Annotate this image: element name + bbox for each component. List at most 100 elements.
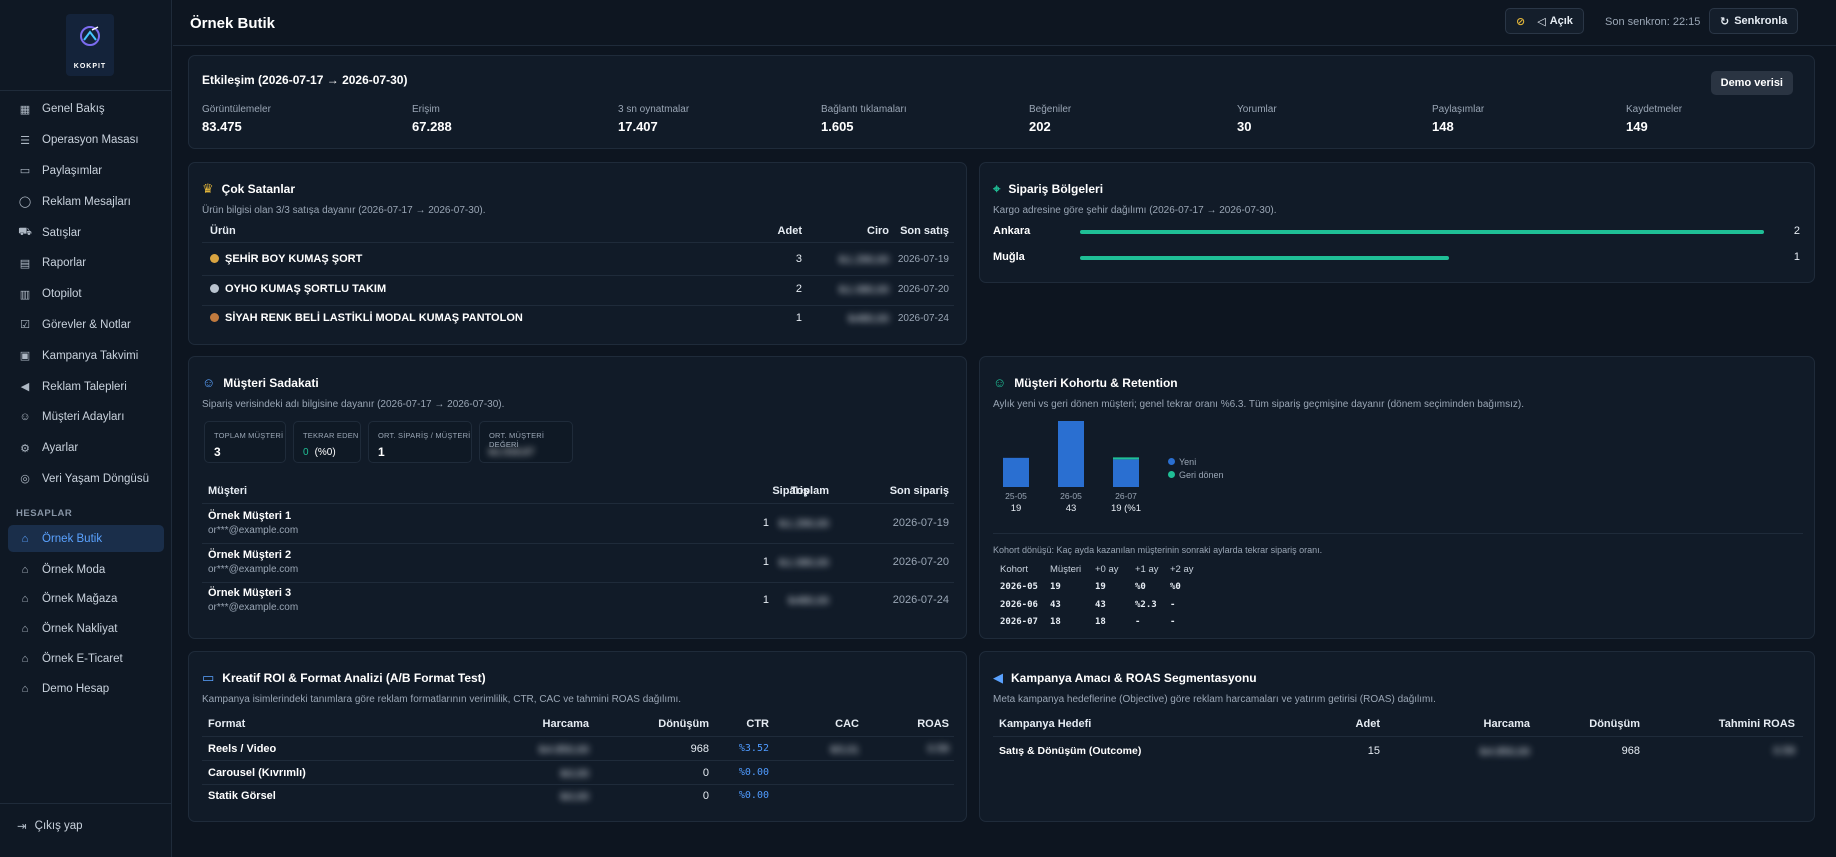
users-icon: ☺ <box>202 375 216 390</box>
cohort-cell: 2026-07 <box>1000 617 1038 627</box>
regions-card: ⌖ Sipariş Bölgeleri Kargo adresine göre … <box>979 162 1815 283</box>
creative-roi-card: ▭ Kreatif ROI & Format Analizi (A/B Form… <box>188 651 967 822</box>
cohort-cell: 19 <box>1050 582 1061 592</box>
product-name[interactable]: OYHO KUMAŞ ŞORTLU TAKIM <box>210 283 386 295</box>
creative-col-header: Dönüşüm <box>658 718 709 730</box>
account-item-ornek-magaza[interactable]: ⌂ Örnek Mağaza <box>8 585 164 615</box>
col-header-customer: Müşteri <box>208 485 248 497</box>
bar-total-label: 43 <box>1066 503 1077 514</box>
bar-total-label: 19 (%1 <box>1111 503 1141 514</box>
regions-title: ⌖ Sipariş Bölgeleri <box>993 181 1103 197</box>
cohort-title-text: Müşteri Kohortu & Retention <box>1014 375 1178 390</box>
bestsellers-title: ♛ Çok Satanlar <box>202 181 295 197</box>
creative-conv: 0 <box>702 766 709 779</box>
cohort-cell: 19 <box>1095 582 1106 592</box>
logo-mark-icon <box>80 26 100 46</box>
nav-label: Operasyon Masası <box>42 134 139 147</box>
cart-icon: ⛟ <box>18 225 32 238</box>
customer-name[interactable]: Örnek Müşteri 2 <box>208 548 292 561</box>
nav-item-gorevler[interactable]: ☑ Görevler & Notlar <box>8 310 164 341</box>
creative-spend: ₺0,00 <box>560 791 589 803</box>
nav-item-otopilot[interactable]: ▥ Otopilot <box>8 279 164 310</box>
bestsellers-subtitle: Ürün bilgisi olan 3/3 satışa dayanır (20… <box>202 205 486 216</box>
account-item-ornek-butik[interactable]: ⌂ Örnek Butik <box>8 525 164 552</box>
customer-name[interactable]: Örnek Müşteri 3 <box>208 587 292 599</box>
speaker-icon: ◁ <box>1537 15 1546 28</box>
stat-label: 3 sn oynatmalar <box>618 104 690 115</box>
kpi-value: 1 <box>378 445 385 459</box>
nav-item-operasyon[interactable]: ☰ Operasyon Masası <box>8 125 164 156</box>
grid-icon: ▦ <box>19 103 31 116</box>
product-name[interactable]: ŞEHİR BOY KUMAŞ ŞORT <box>210 253 362 265</box>
creative-ctr: %0.00 <box>738 766 769 778</box>
legend-dot-returning <box>1168 471 1175 478</box>
account-item-demo-hesap[interactable]: ⌂ Demo Hesap <box>8 674 164 704</box>
nav-item-ayarlar[interactable]: ⚙ Ayarlar <box>8 433 164 464</box>
nav-item-reklam-mesajlari[interactable]: ◯ Reklam Mesajları <box>8 186 164 217</box>
row-divider <box>202 304 954 306</box>
account-label: Örnek Mağaza <box>42 593 118 606</box>
chart-legend: Yeni Geri dönen <box>1168 457 1224 480</box>
cohort-cell: - <box>1135 617 1141 627</box>
store-icon: ⌂ <box>21 653 29 666</box>
x-tick-label: 25-05 <box>1005 491 1027 501</box>
chart-icon: ▥ <box>19 288 31 301</box>
page-title: Örnek Butik <box>190 15 276 32</box>
row-divider <box>202 783 954 785</box>
nav-item-veri-yasam[interactable]: ◎ Veri Yaşam Döngüsü <box>8 464 164 495</box>
creative-title: ▭ Kreatif ROI & Format Analizi (A/B Form… <box>202 670 486 686</box>
cohort-note: Kohort dönüşü: Kaç ayda kazanılan müşter… <box>993 545 1323 555</box>
demo-data-button[interactable]: Demo verisi <box>1710 71 1793 95</box>
cohort-cell: 2026-05 <box>1000 582 1038 592</box>
store-icon: ⌂ <box>21 593 29 606</box>
customer-orders: 1 <box>762 594 769 606</box>
header-divider <box>202 736 954 737</box>
nav-item-satislar[interactable]: ⛟ Satışlar <box>8 217 164 248</box>
legend-new-label: Yeni <box>1179 457 1197 467</box>
engagement-card: Etkileşim (2026-07-17 → 2026-07-30) Demo… <box>188 55 1815 149</box>
customer-last-order: 2026-07-24 <box>892 594 949 606</box>
customer-name[interactable]: Örnek Müşteri 1 <box>208 510 292 522</box>
sync-button[interactable]: ↻ Senkronla <box>1709 8 1799 34</box>
creative-col-header: Format <box>208 718 246 730</box>
objective-col-header: Dönüşüm <box>1589 718 1640 730</box>
objective-card: ◀ Kampanya Amacı & ROAS Segmentasyonu Me… <box>979 651 1815 822</box>
calendar-icon: ▣ <box>19 350 31 363</box>
account-item-ornek-eticaret[interactable]: ⌂ Örnek E-Ticaret <box>8 644 164 674</box>
nav-item-paylasimlar[interactable]: ▭ Paylaşımlar <box>8 156 164 187</box>
nav-item-musteri-adaylari[interactable]: ☺ Müşteri Adayları <box>8 402 164 433</box>
sound-toggle-button[interactable]: ⊘ ◁ Açık <box>1505 8 1584 34</box>
refresh-icon: ↻ <box>1720 15 1730 28</box>
nav-label: Raporlar <box>42 257 87 270</box>
wallet-icon: ▭ <box>202 670 215 685</box>
objective-goal: Satış & Dönüşüm (Outcome) <box>999 745 1142 757</box>
product-qty: 3 <box>795 253 802 265</box>
users-icon: ☺ <box>993 375 1007 390</box>
stat-label: Kaydetmeler <box>1626 104 1683 115</box>
store-icon: ⌂ <box>21 532 29 545</box>
customer-last-order: 2026-07-20 <box>892 555 949 568</box>
creative-subtitle: Kampanya isimlerindeki tanımlara göre re… <box>202 694 682 705</box>
objective-col-header: Tahmini ROAS <box>1718 718 1795 730</box>
row-divider <box>202 581 954 583</box>
customer-last-order: 2026-07-19 <box>892 517 949 529</box>
product-name[interactable]: SİYAH RENK BELİ LASTİKLİ MODAL KUMAŞ PAN… <box>210 312 523 324</box>
kpi-repeat-pct: (%0) <box>314 447 336 458</box>
kokpit-logo[interactable]: KOKPIT <box>66 14 114 76</box>
nav-item-reklam-talepleri[interactable]: ◀ Reklam Talepleri <box>8 371 164 402</box>
account-item-ornek-moda[interactable]: ⌂ Örnek Moda <box>8 555 164 585</box>
nav-item-kampanya-takvimi[interactable]: ▣ Kampanya Takvimi <box>8 340 164 371</box>
account-item-ornek-nakliyat[interactable]: ⌂ Örnek Nakliyat <box>8 614 164 644</box>
main-nav: ▦ Genel Bakış ☰ Operasyon Masası ▭ Paylaşım… <box>8 94 164 494</box>
cohort-cell: - <box>1170 617 1176 627</box>
nav-item-genel-bakis[interactable]: ▦ Genel Bakış <box>8 94 164 125</box>
logout-button[interactable]: ⇥ Çıkış yap <box>17 819 83 833</box>
kpi-label: TOPLAM MÜŞTERİ <box>214 431 284 440</box>
cohort-col-header: Müşteri <box>1050 564 1082 575</box>
kpi-label: TEKRAR EDEN <box>303 431 359 440</box>
bestsellers-card: ♛ Çok Satanlar Ürün bilgisi olan 3/3 sat… <box>188 162 967 345</box>
gear-icon: ⚙ <box>20 442 30 455</box>
cohort-cell: 18 <box>1050 617 1061 627</box>
nav-item-raporlar[interactable]: ▤ Raporlar <box>8 248 164 279</box>
stat-value: 202 <box>1029 119 1051 134</box>
